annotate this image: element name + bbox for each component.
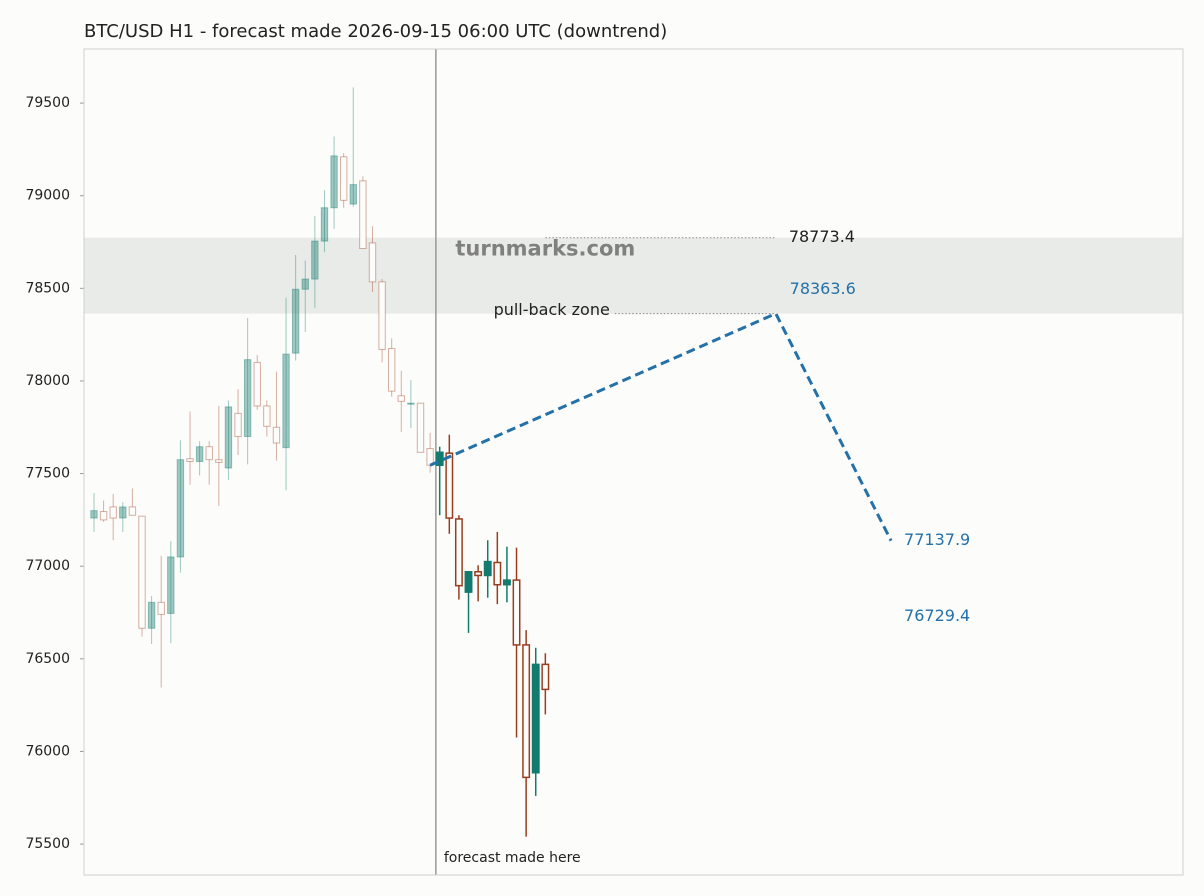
y-tick-label: 78000 <box>25 373 70 389</box>
candle-body <box>359 180 367 250</box>
candle-body <box>397 395 405 402</box>
candle-body <box>464 571 473 593</box>
candle-body <box>541 663 550 691</box>
candle-body <box>215 459 223 463</box>
candle-body <box>90 510 98 519</box>
candle-body <box>157 601 165 615</box>
y-tick-label: 77000 <box>25 558 70 574</box>
candle-body <box>119 506 127 519</box>
annotation: forecast made here <box>444 850 581 866</box>
candle-body <box>224 406 233 469</box>
candle-body <box>176 459 185 558</box>
target-label: 76729.4 <box>904 606 970 625</box>
candle-body <box>263 405 271 427</box>
candle-body <box>195 446 204 463</box>
candle-body <box>445 452 454 519</box>
plot-frame <box>83 48 1184 876</box>
candle-body <box>407 402 415 405</box>
zone-high-label: 78773.4 <box>789 227 855 246</box>
candle-body <box>378 281 386 350</box>
candle-body <box>253 361 261 407</box>
candle-body <box>138 515 146 629</box>
candle-body <box>387 348 396 392</box>
candle-body <box>234 412 242 438</box>
plot-area: 75500 76000 76500 77000 77500 78000 78500 79000… <box>25 49 1183 875</box>
candle-body <box>205 446 213 461</box>
pull-back-zone <box>84 237 1183 314</box>
chart-title: BTC/USD H1 - forecast made 2026-09-15 06… <box>84 21 667 42</box>
candle-body <box>330 155 338 209</box>
y-tick-label: 79000 <box>25 188 70 204</box>
watermark: turnmarks.com <box>455 237 635 261</box>
forecast-line <box>429 311 893 542</box>
candle-body <box>282 353 290 449</box>
candle-body <box>311 240 319 280</box>
candle-body <box>368 242 377 283</box>
y-tick-label: 76500 <box>25 651 70 667</box>
candle-body <box>349 184 357 205</box>
forecast-peak-label: 78363.6 <box>790 279 856 298</box>
y-tick-label: 75500 <box>25 836 70 852</box>
y-tick-label: 77500 <box>25 466 70 482</box>
candle-body <box>483 560 492 577</box>
candle-body <box>339 156 348 201</box>
candle-body <box>272 426 281 444</box>
candle-body <box>99 511 108 521</box>
candle-body <box>531 663 540 774</box>
candle-body <box>243 359 252 438</box>
candle-body <box>416 402 425 453</box>
candle-body <box>301 278 309 290</box>
candle-body <box>522 644 531 779</box>
candle-body <box>186 458 194 463</box>
y-tick-label: 76000 <box>25 743 70 759</box>
forecast-end-label: 77137.9 <box>904 530 970 549</box>
candle-body <box>167 556 175 614</box>
candle-body <box>147 601 156 629</box>
candle-body <box>474 571 483 577</box>
candle-body <box>291 288 300 354</box>
candle-body <box>493 561 502 586</box>
candle-body <box>512 579 521 646</box>
zone-label: pull-back zone <box>494 300 610 319</box>
candle-body <box>320 207 329 242</box>
candle-body <box>454 518 463 587</box>
candle-body <box>109 506 117 519</box>
y-tick-label: 78500 <box>25 280 70 296</box>
candle-body <box>502 579 511 586</box>
y-tick-label: 79500 <box>25 95 70 111</box>
candle-body <box>128 506 137 516</box>
